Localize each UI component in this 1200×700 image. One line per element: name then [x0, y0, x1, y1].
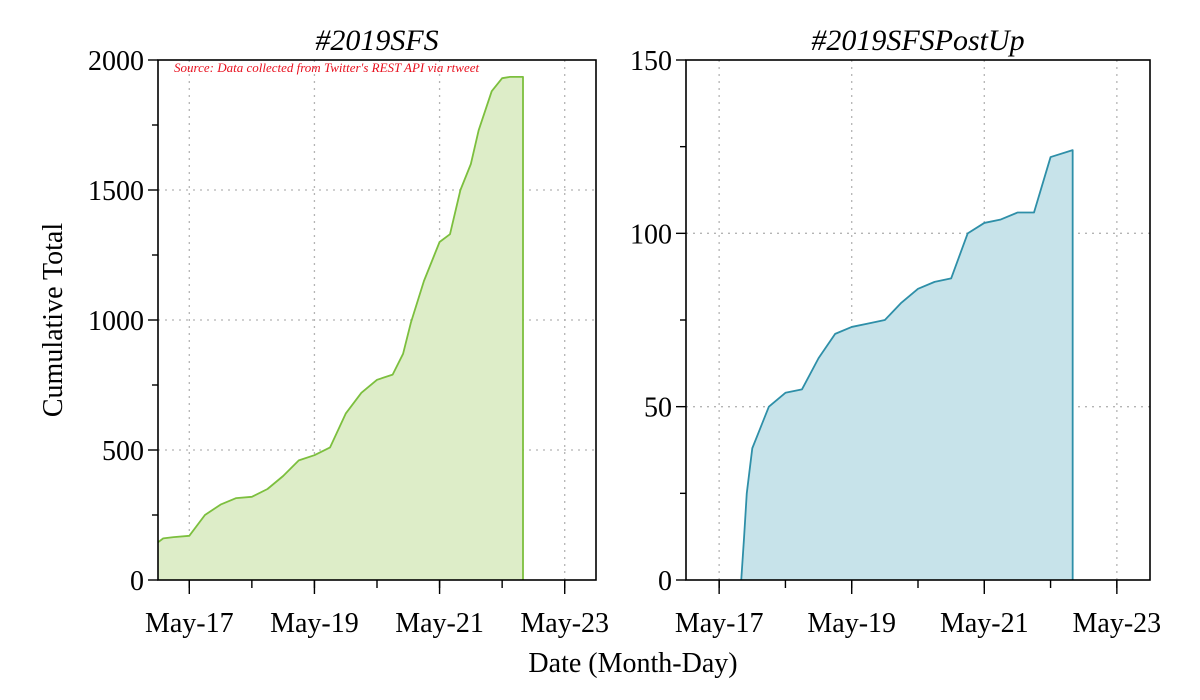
- panel-title: #2019SFS: [315, 24, 438, 57]
- y-tick-label: 1000: [88, 306, 144, 337]
- x-tick-label: May-17: [145, 608, 234, 639]
- x-tick-label: May-21: [395, 608, 484, 639]
- y-tick-label: 150: [630, 46, 672, 77]
- y-tick-label: 2000: [88, 46, 144, 77]
- source-annotation: Source: Data collected from Twitter's RE…: [174, 60, 479, 75]
- y-tick-label: 100: [630, 219, 672, 250]
- chart-panel-1: 0 500 1000 1500 2000 May-17 May-19 May-21 May-23…: [38, 24, 609, 639]
- y-tick-label: 0: [658, 566, 672, 597]
- x-tick-label: May-19: [807, 608, 896, 639]
- y-axis-label: Cumulative Total: [38, 223, 69, 417]
- x-tick-label: May-17: [675, 608, 764, 639]
- area-fill: [741, 150, 1073, 580]
- area-fill: [158, 76, 523, 581]
- series-line: [157, 76, 524, 580]
- chart-panel-2: 0 50 100 150 May-17 May-19 May-21 May-23 #2019SF…: [630, 24, 1161, 639]
- shared-x-axis-label: Date (Month-Day): [528, 648, 737, 679]
- x-tick-label: May-23: [520, 608, 609, 639]
- series-line: [740, 149, 1074, 581]
- y-tick-label: 0: [130, 566, 144, 597]
- x-tick-label: May-21: [940, 608, 1029, 639]
- x-tick-label: May-19: [270, 608, 359, 639]
- panel-title: #2019SFSPostUp: [811, 24, 1024, 57]
- y-tick-label: 50: [644, 393, 672, 424]
- y-tick-label: 1500: [88, 176, 144, 207]
- x-tick-label: May-23: [1073, 608, 1162, 639]
- y-tick-label: 500: [102, 436, 144, 467]
